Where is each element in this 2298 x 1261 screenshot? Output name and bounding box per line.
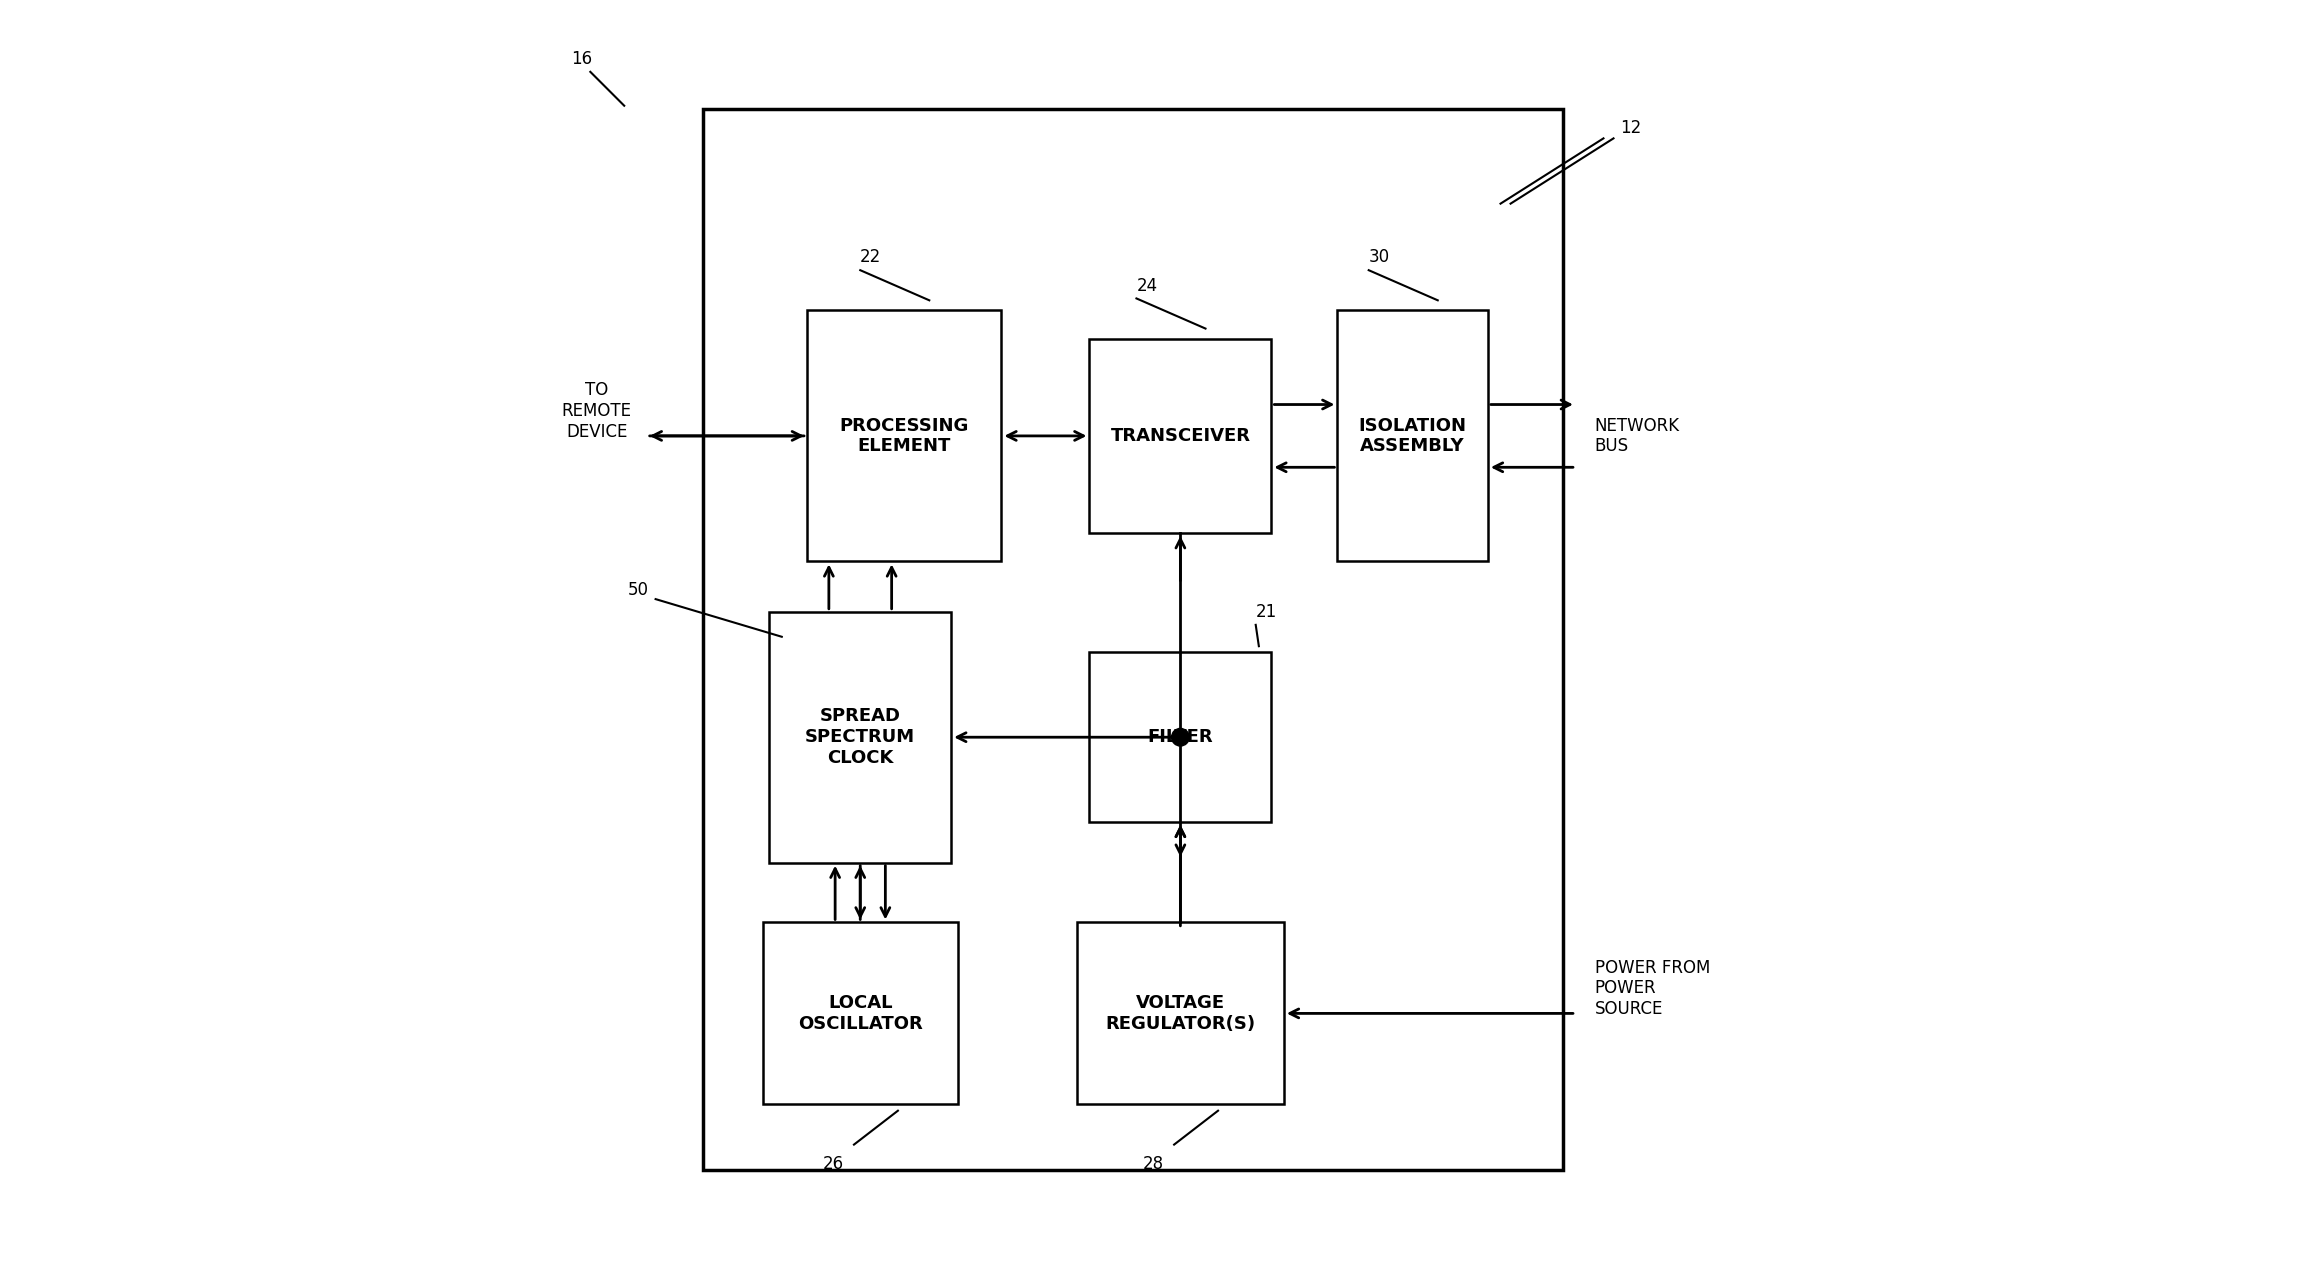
Bar — [770, 612, 951, 863]
Bar — [1089, 652, 1271, 822]
Text: 28: 28 — [1142, 1155, 1163, 1173]
Text: TRANSCEIVER: TRANSCEIVER — [1110, 427, 1250, 445]
Text: 24: 24 — [1138, 276, 1158, 295]
Text: SPREAD
SPECTRUM
CLOCK: SPREAD SPECTRUM CLOCK — [804, 707, 915, 767]
Bar — [763, 922, 958, 1105]
Bar — [1078, 922, 1285, 1105]
Text: 21: 21 — [1255, 603, 1278, 622]
Circle shape — [1172, 729, 1188, 747]
Text: NETWORK
BUS: NETWORK BUS — [1595, 416, 1680, 455]
Bar — [1089, 339, 1271, 533]
Text: 22: 22 — [859, 248, 882, 266]
Text: 50: 50 — [627, 581, 648, 599]
Bar — [807, 310, 1002, 561]
Text: 12: 12 — [1620, 120, 1641, 137]
Text: TO
REMOTE
DEVICE: TO REMOTE DEVICE — [561, 381, 632, 440]
Text: PROCESSING
ELEMENT: PROCESSING ELEMENT — [839, 416, 970, 455]
Text: 30: 30 — [1370, 248, 1390, 266]
Text: LOCAL
OSCILLATOR: LOCAL OSCILLATOR — [797, 994, 921, 1033]
Text: VOLTAGE
REGULATOR(S): VOLTAGE REGULATOR(S) — [1105, 994, 1255, 1033]
Bar — [1337, 310, 1489, 561]
Text: 16: 16 — [572, 50, 593, 68]
Bar — [703, 110, 1563, 1170]
Text: 26: 26 — [823, 1155, 843, 1173]
Text: POWER FROM
POWER
SOURCE: POWER FROM POWER SOURCE — [1595, 958, 1710, 1018]
Text: ISOLATION
ASSEMBLY: ISOLATION ASSEMBLY — [1358, 416, 1466, 455]
Text: FILTER: FILTER — [1147, 728, 1213, 747]
